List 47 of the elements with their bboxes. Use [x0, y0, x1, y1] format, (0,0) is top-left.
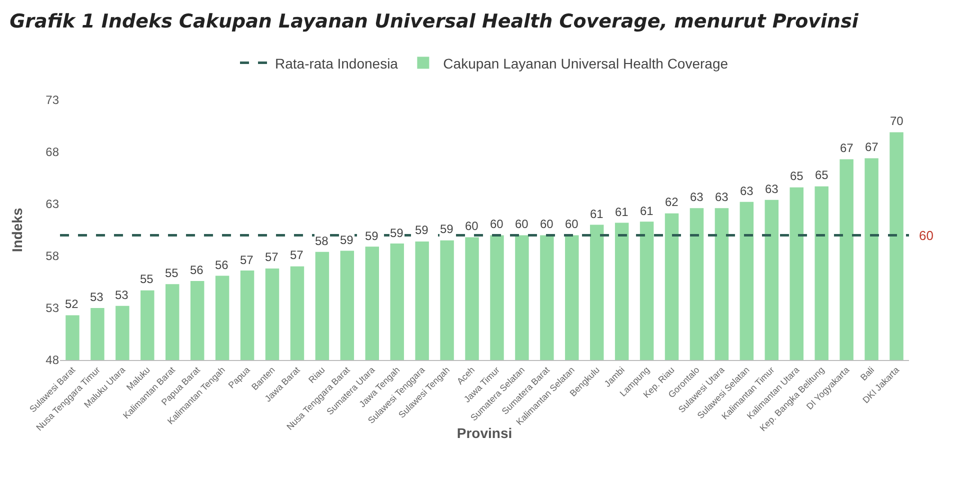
data-label: 60	[465, 219, 479, 233]
data-label: 57	[240, 253, 254, 267]
y-tick-label: 48	[46, 353, 60, 368]
legend-label: Rata-rata Indonesia	[275, 55, 398, 72]
data-label: 59	[340, 233, 354, 247]
data-label: 65	[790, 169, 804, 183]
data-label: 58	[315, 234, 329, 248]
y-tick-label: 58	[46, 249, 60, 264]
data-label: 53	[115, 288, 129, 302]
data-label: 63	[765, 182, 779, 196]
y-tick-label: 63	[46, 197, 60, 212]
x-axis-title: Provinsi	[456, 424, 512, 441]
x-tick-label: Bali	[858, 364, 876, 383]
data-label: 57	[265, 250, 279, 264]
data-label: 67	[865, 140, 879, 154]
data-label: 67	[840, 141, 854, 155]
data-label: 57	[290, 248, 304, 262]
data-label: 55	[140, 272, 154, 286]
y-tick-label: 68	[46, 145, 60, 160]
data-label: 60	[490, 217, 504, 231]
data-label: 63	[690, 190, 704, 204]
text: 60	[919, 228, 934, 243]
data-label: 59	[440, 222, 454, 236]
data-label: 59	[365, 229, 379, 243]
y-tick-label: 73	[46, 93, 60, 108]
data-label: 62	[665, 195, 679, 209]
data-label: 60	[565, 217, 579, 231]
data-label: 70	[890, 114, 904, 128]
data-label: 65	[815, 168, 829, 182]
data-label: 61	[615, 205, 629, 219]
data-label: 63	[740, 184, 754, 198]
data-label: 59	[390, 226, 404, 240]
legend-label: Cakupan Layanan Universal Health Coverage	[443, 55, 728, 72]
data-label: 60	[540, 217, 554, 231]
data-label: 56	[215, 258, 229, 272]
data-label: 63	[715, 190, 729, 204]
chart-title: Grafik 1 Indeks Cakupan Layanan Universal Health Coverage, menurut Provinsi	[10, 10, 859, 33]
data-label: 53	[90, 290, 104, 304]
data-label: 56	[190, 263, 204, 277]
data-label: 61	[640, 204, 654, 218]
data-label: 59	[415, 223, 429, 237]
data-label: 60	[515, 217, 529, 231]
data-label: 52	[65, 297, 79, 311]
data-label: 55	[165, 266, 179, 280]
y-tick-label: 53	[46, 301, 60, 316]
y-axis-title: Indeks	[9, 208, 25, 252]
data-label: 61	[590, 207, 604, 221]
